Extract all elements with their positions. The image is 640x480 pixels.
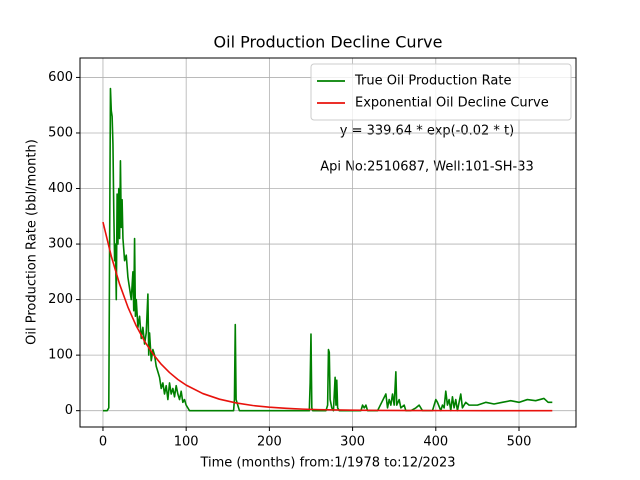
y-tick-label: 500	[48, 125, 73, 140]
x-tick-label: 0	[99, 435, 107, 450]
y-tick-label: 400	[48, 181, 73, 196]
legend-label: Exponential Oil Decline Curve	[355, 96, 549, 111]
annotation: y = 339.64 * exp(-0.02 * t)	[340, 124, 514, 139]
x-tick-label: 200	[257, 435, 282, 450]
x-tick-label: 500	[507, 435, 532, 450]
x-tick-label: 400	[423, 435, 448, 450]
y-tick-label: 600	[48, 70, 73, 85]
plot-frame	[79, 57, 577, 428]
y-tick-label: 300	[48, 237, 73, 252]
chart-title: Oil Production Decline Curve	[214, 33, 443, 52]
y-tick-label: 200	[48, 292, 73, 307]
x-tick-label: 300	[340, 435, 365, 450]
x-axis-label: Time (months) from:1/1978 to:12/2023	[199, 456, 455, 471]
data-line	[102, 221, 553, 412]
data-line	[102, 87, 553, 412]
annotation: Api No:2510687, Well:101-SH-33	[320, 160, 534, 175]
y-tick-label: 100	[48, 348, 73, 363]
y-tick-label: 0	[65, 403, 73, 418]
legend-label: True Oil Production Rate	[354, 74, 511, 89]
x-tick-label: 100	[174, 435, 199, 450]
legend-box	[310, 63, 572, 121]
y-axis-label: Oil Production Rate (bbl/month)	[25, 139, 40, 345]
